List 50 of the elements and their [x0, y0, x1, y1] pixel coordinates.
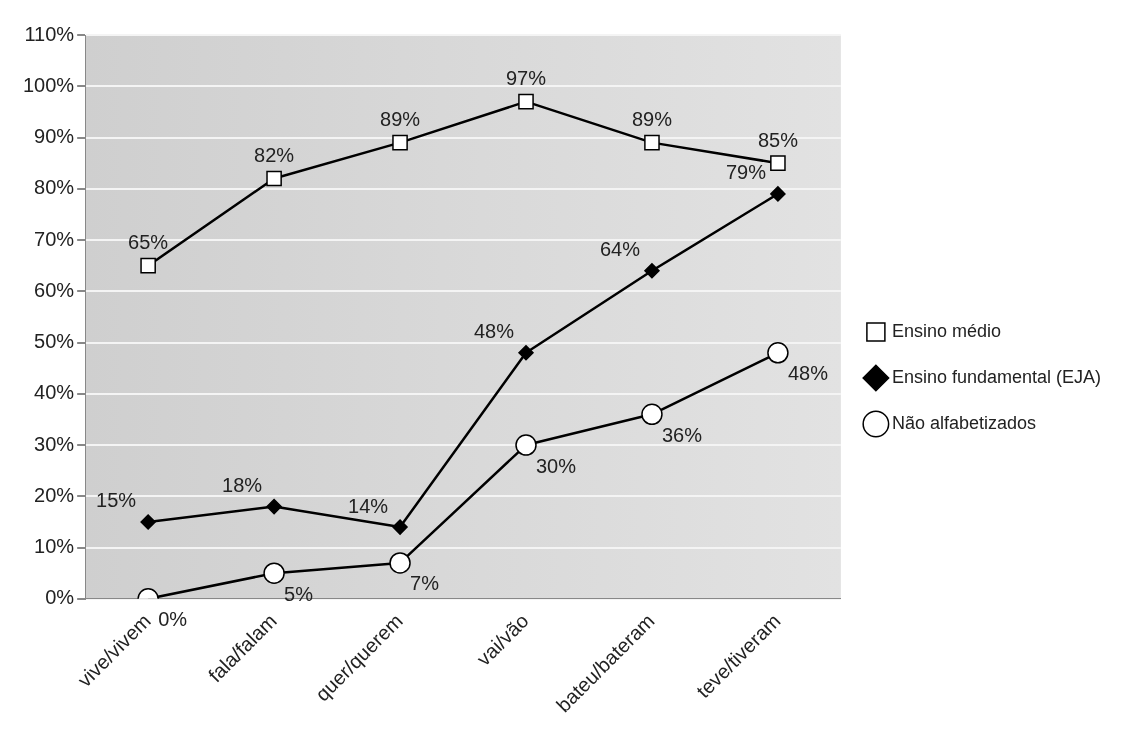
point [266, 170, 282, 187]
point [392, 519, 408, 535]
y-tick-label: 110% [24, 22, 75, 45]
y-tick-label: 10% [34, 535, 75, 558]
data-label: 89% [380, 108, 421, 131]
data-label: 48% [787, 362, 829, 385]
data-label: 48% [473, 320, 515, 343]
y-tick-label: 40% [34, 381, 75, 404]
point [389, 552, 411, 574]
y-tick-label: 70% [34, 227, 75, 250]
point [266, 498, 282, 515]
point [518, 345, 534, 361]
y-tick-label: 100% [23, 73, 75, 96]
data-label: 7% [410, 572, 440, 595]
y-tick-label: 80% [34, 176, 75, 199]
point [140, 514, 156, 530]
data-label: 5% [284, 582, 314, 605]
data-label: 18% [222, 474, 263, 497]
data-label: 64% [599, 238, 641, 261]
point [767, 342, 789, 364]
y-tick-label: 90% [34, 125, 75, 148]
y-tick-label: 0% [45, 586, 75, 609]
data-label: 85% [757, 128, 799, 151]
data-label: 36% [661, 423, 703, 446]
point [644, 134, 660, 151]
point [263, 562, 285, 584]
y-tick-label: 30% [34, 432, 75, 455]
point [140, 257, 156, 274]
data-label: 15% [96, 489, 137, 512]
point [515, 434, 537, 456]
data-label: 14% [348, 494, 389, 517]
legend-label: Ensino fundamental (EJA) [891, 366, 1101, 387]
y-tick-label: 50% [34, 330, 75, 353]
data-label: 82% [254, 144, 295, 167]
legend-label: Ensino médio [891, 320, 1001, 341]
data-label: 65% [128, 231, 169, 254]
data-label: 97% [505, 67, 547, 90]
point [770, 155, 786, 171]
point [641, 403, 663, 426]
data-label: 79% [725, 161, 767, 184]
point [392, 134, 408, 151]
point [644, 263, 660, 279]
y-tick-label: 60% [34, 278, 75, 301]
y-tick-label: 20% [34, 483, 75, 506]
data-label: 30% [536, 454, 577, 477]
data-label: 0% [158, 608, 188, 631]
data-label: 89% [631, 108, 673, 131]
legend-label: Não alfabetizados [891, 412, 1036, 433]
point [518, 93, 534, 110]
point [770, 186, 786, 202]
